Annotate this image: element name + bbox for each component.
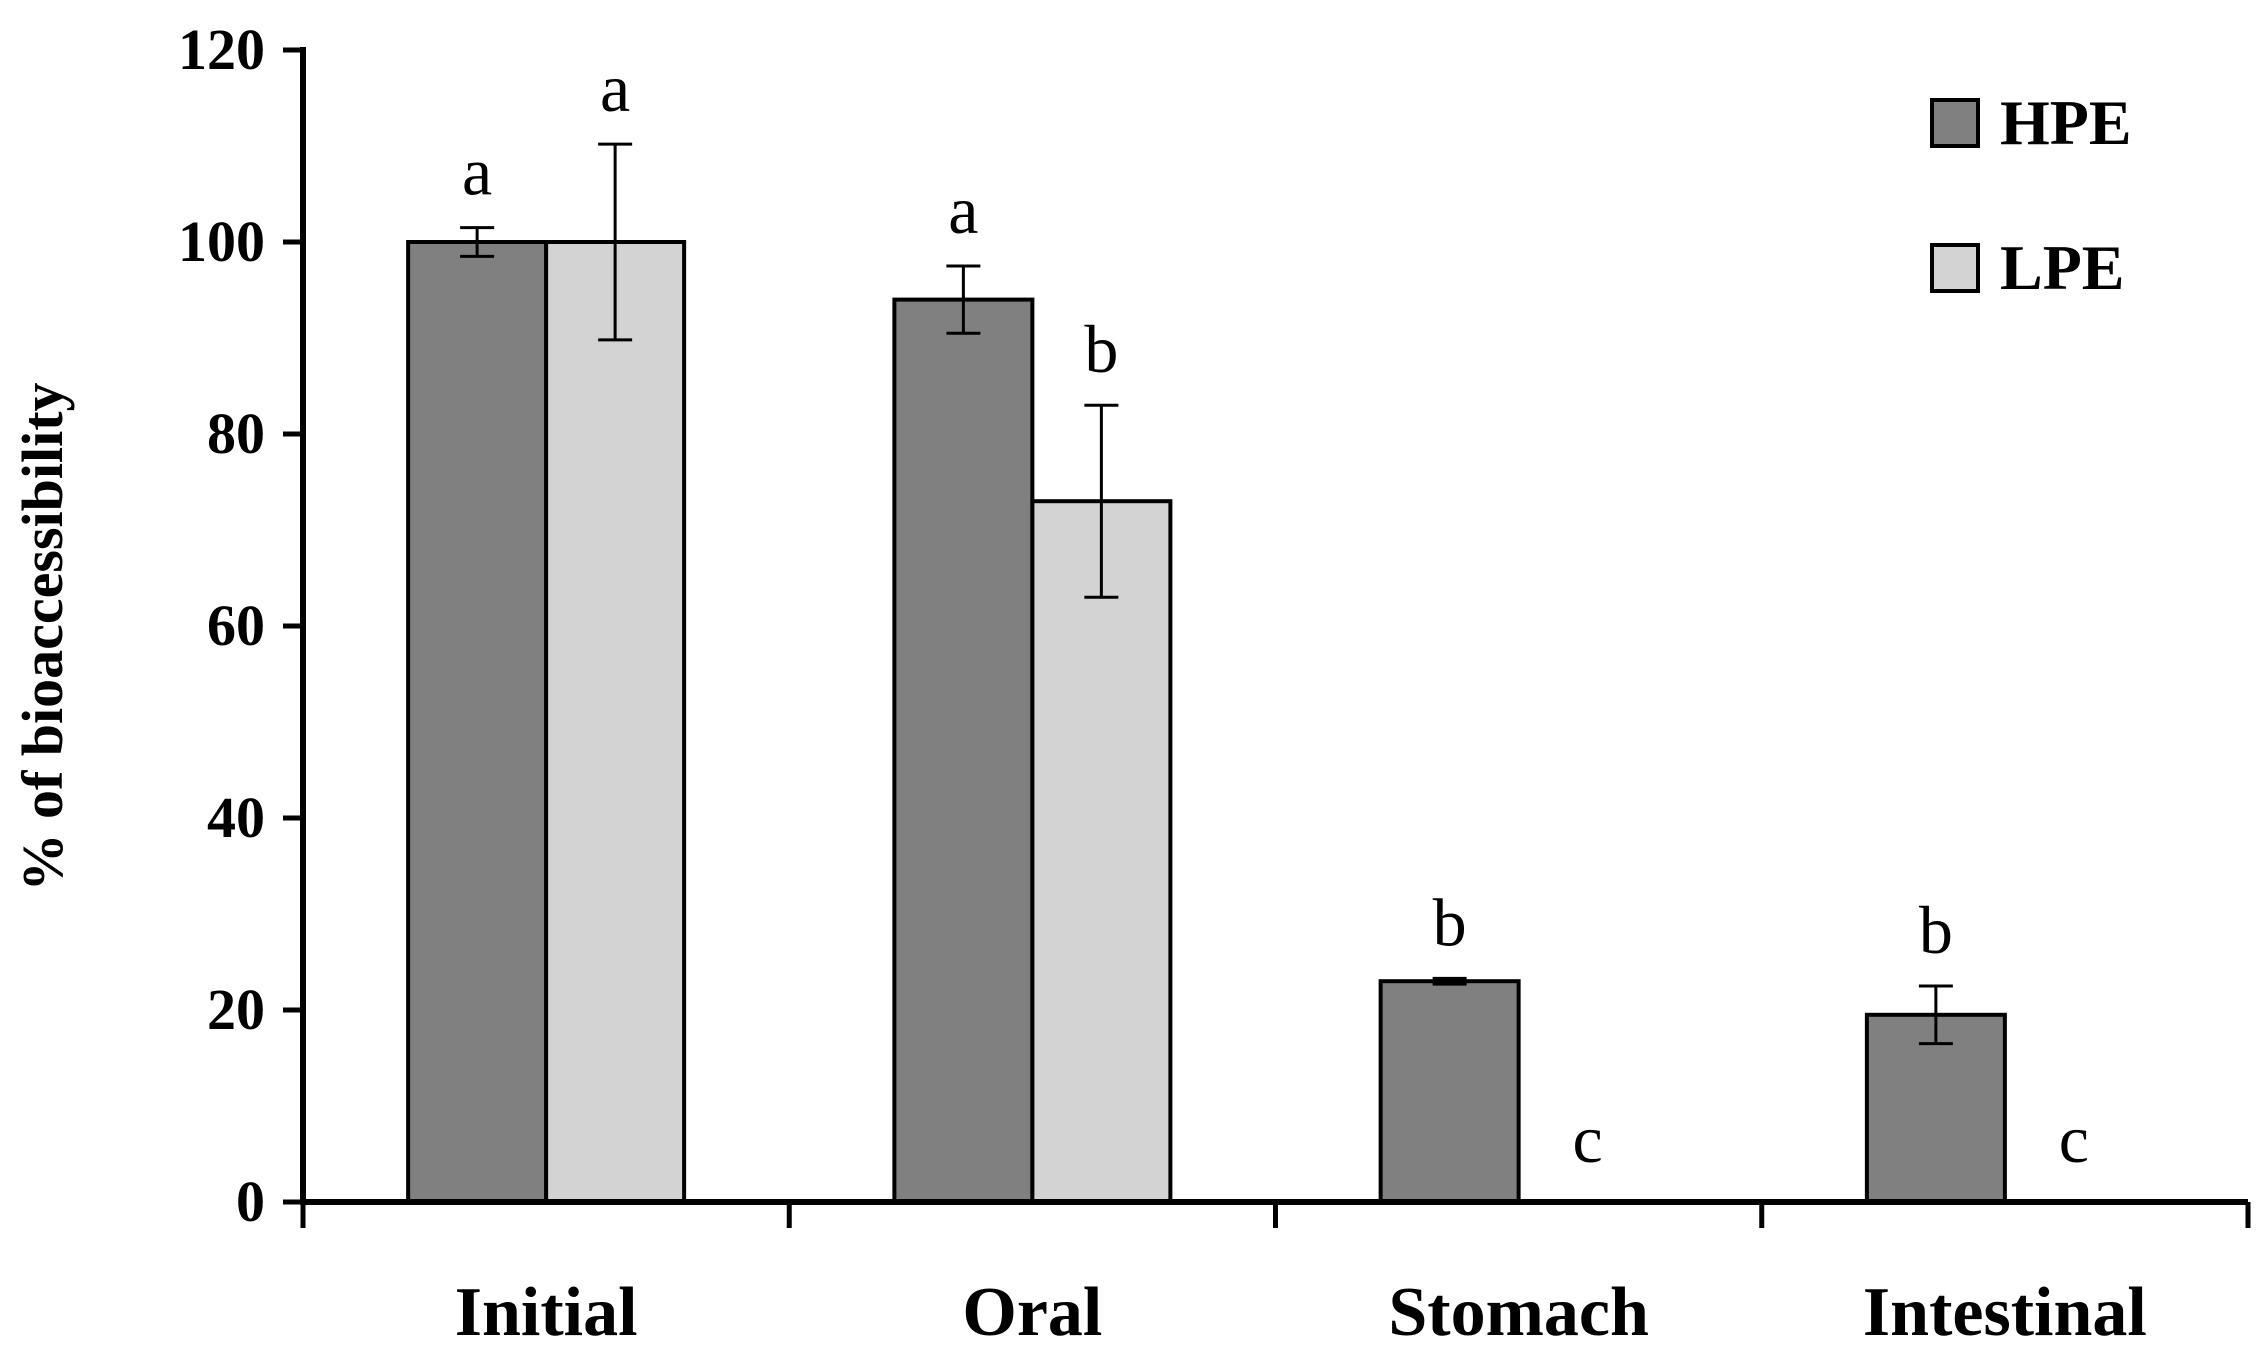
y-tick-label: 80 [207, 401, 265, 466]
y-tick-label: 60 [207, 593, 265, 658]
x-category-label: Oral [962, 1274, 1102, 1351]
bar-lpe-initial [544, 240, 687, 1204]
bars-layer [406, 240, 2007, 1205]
legend: HPE LPE [1930, 87, 2132, 303]
bar-hpe-stomach [1378, 979, 1521, 1205]
legend-swatch-lpe [1930, 243, 1980, 293]
y-axis-title: % of bioaccessibility [10, 382, 75, 891]
significance-letter: b [1919, 892, 1953, 968]
significance-letter: b [1433, 884, 1467, 960]
legend-label-lpe: LPE [2000, 232, 2124, 303]
y-tick-label: 40 [207, 785, 265, 850]
x-category-label: Initial [455, 1274, 638, 1351]
significance-letter: c [1573, 1101, 1603, 1177]
error-bars-layer [460, 142, 1953, 1046]
significance-letter: a [600, 50, 630, 126]
x-ticks-layer: Initial Oral Stomach Intestinal [300, 1202, 2251, 1351]
significance-letter: c [2059, 1101, 2089, 1177]
x-category-label: Stomach [1388, 1274, 1649, 1351]
y-tick-label: 100 [178, 209, 265, 274]
y-tick-label: 120 [178, 17, 265, 82]
y-tick-label: 0 [236, 1169, 265, 1234]
bar-hpe-initial [406, 240, 549, 1204]
significance-letter: b [1084, 311, 1118, 387]
bar-lpe-oral [1030, 499, 1173, 1204]
y-tick-label: 20 [207, 977, 265, 1042]
legend-swatch-hpe [1930, 98, 1980, 148]
bar-hpe-intestinal [1864, 1012, 2007, 1204]
significance-letters-layer: a a a b b c b c [462, 50, 2089, 1177]
significance-letter: a [948, 172, 978, 248]
significance-letter: a [462, 134, 492, 210]
bar-hpe-oral [892, 297, 1035, 1205]
y-ticks-layer: 0 20 40 60 80 100 120 [178, 17, 303, 1234]
x-category-label: Intestinal [1863, 1274, 2147, 1351]
legend-label-hpe: HPE [2000, 87, 2132, 158]
